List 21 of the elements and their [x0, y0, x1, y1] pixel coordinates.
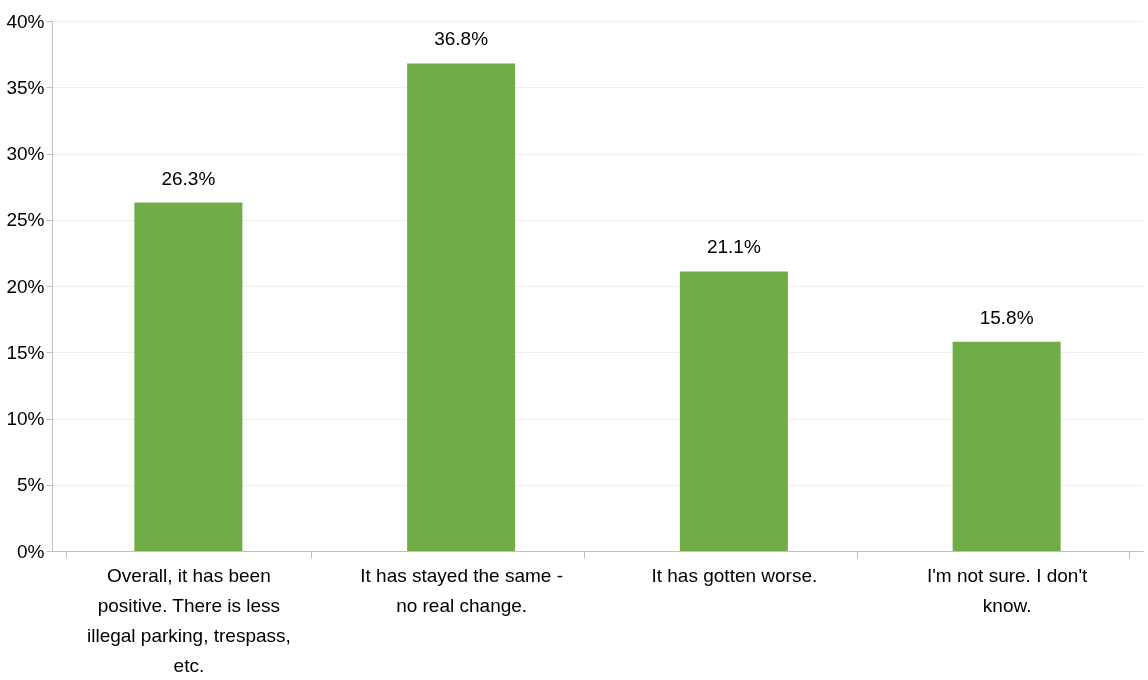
y-tick-label: 5%: [17, 474, 45, 496]
bar: [407, 63, 516, 551]
y-tick-label: 15%: [6, 341, 45, 363]
data-label: 15.8%: [979, 306, 1034, 328]
data-label: 26.3%: [161, 167, 216, 189]
y-tick-label: 40%: [6, 10, 45, 32]
bar: [679, 271, 788, 551]
x-tick-label: It has gotten worse.: [651, 564, 818, 586]
y-tick-label: 30%: [6, 143, 45, 164]
x-tick-label: It has stayed the same - no real change.: [360, 564, 564, 616]
data-label: 21.1%: [706, 236, 761, 258]
y-tick-label: 20%: [6, 275, 45, 297]
data-label: 36.8%: [434, 28, 489, 50]
y-tick-label: 25%: [6, 209, 45, 231]
x-tick-label: I'm not sure. I don't know.: [926, 564, 1089, 616]
y-tick-label: 10%: [6, 408, 45, 429]
x-tick-label: Overall, it has been positive. There is less illegal parking, trespass, etc.: [86, 564, 291, 676]
bar: [952, 341, 1061, 551]
y-tick-label: 35%: [6, 76, 45, 98]
bar: [134, 202, 243, 551]
y-tick-label: 0%: [17, 540, 45, 562]
